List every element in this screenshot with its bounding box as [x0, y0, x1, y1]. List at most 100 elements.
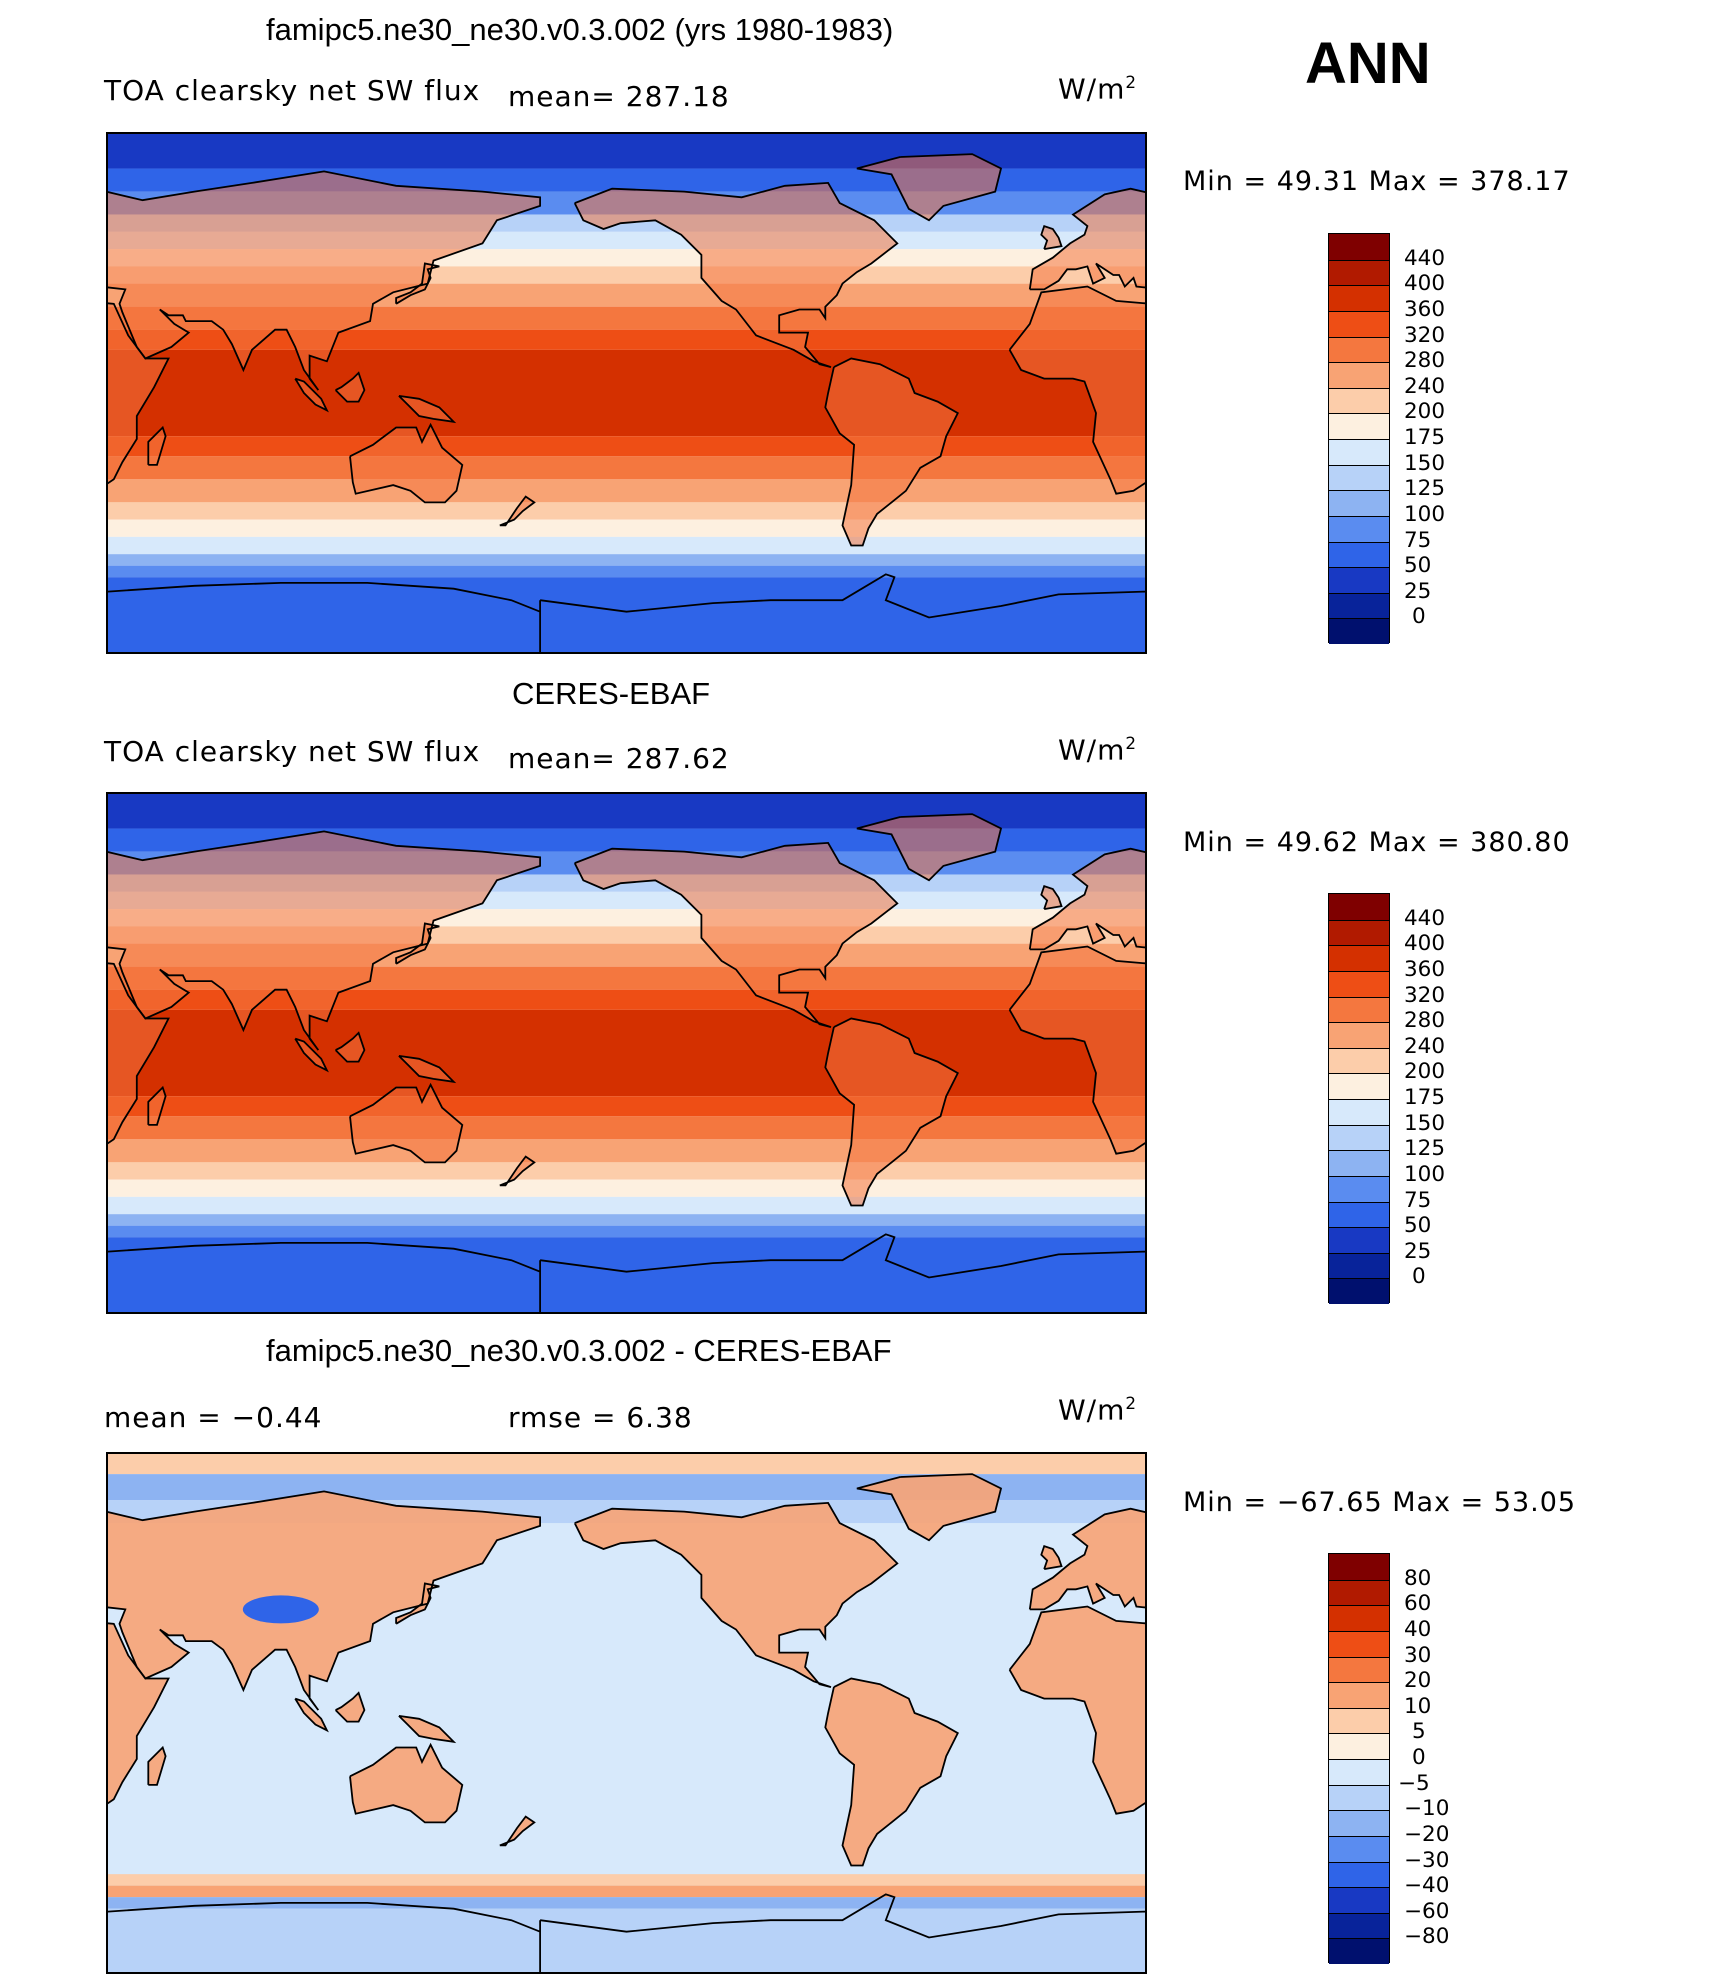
field-band	[108, 519, 1145, 537]
colorbar-swatch	[1329, 234, 1389, 260]
colorbar-swatch	[1329, 567, 1389, 593]
colorbar-swatch	[1329, 1887, 1389, 1913]
coastline-africa	[108, 1622, 170, 1805]
panel-2-mean: mean= 287.62	[508, 742, 730, 775]
colorbar-swatch	[1329, 285, 1389, 311]
land-shade-africa	[108, 1623, 169, 1804]
colorbar-swatch	[1329, 490, 1389, 516]
coastline-africa	[108, 302, 170, 485]
coastline-antarctica	[108, 1241, 542, 1312]
panel-1-colorbar	[1328, 233, 1390, 644]
field-band	[108, 577, 1145, 652]
panel-2-map	[106, 792, 1147, 1314]
colorbar-tick-label: 400	[1404, 931, 1446, 957]
colorbar-tick-label: 200	[1404, 399, 1446, 425]
colorbar-swatch	[1329, 1252, 1389, 1279]
coastline-japan	[395, 922, 440, 965]
colorbar-swatch	[1329, 515, 1389, 542]
land-shade-africa	[108, 963, 169, 1144]
land-shade-namerica	[574, 1502, 898, 1688]
coastline-antarctica	[539, 1893, 1145, 1939]
colorbar-tick-label: 175	[1404, 425, 1446, 450]
colorbar-swatch	[1329, 1099, 1389, 1125]
land-shade-sumatra	[295, 1698, 327, 1731]
panel-2-title: CERES-EBAF	[512, 676, 711, 711]
colorbar-tick-label: 0	[1412, 1745, 1426, 1770]
coastline-antarctica	[539, 1233, 1145, 1279]
field-band	[108, 1225, 1145, 1238]
land-shade-australia	[350, 1084, 463, 1163]
land-shade-eurasia	[108, 171, 541, 391]
coastline-eurasia	[1028, 187, 1145, 291]
coastline-japan	[395, 262, 440, 305]
colorbar-swatch	[1329, 1938, 1389, 1964]
colorbar-swatch	[1329, 919, 1389, 946]
panel-3-colorbar	[1328, 1553, 1390, 1964]
colorbar-tick-label: 0	[1412, 1264, 1426, 1290]
field-band	[108, 554, 1145, 566]
colorbar-tick-label: −40	[1404, 1873, 1450, 1899]
coastline-madagascar	[147, 1745, 167, 1786]
coastline-antarctica	[108, 1901, 542, 1972]
panel-3-title: famipc5.ne30_ne30.v0.3.002 - CERES-EBAF	[266, 1333, 892, 1368]
colorbar-swatch	[1329, 387, 1389, 414]
colorbar-swatch	[1329, 1201, 1389, 1228]
panel-2-units: W/m2	[1058, 733, 1138, 767]
field-band	[108, 479, 1145, 503]
colorbar-swatch	[1329, 1605, 1389, 1631]
coastline-eurasia	[108, 830, 542, 1051]
coastline-africa	[108, 962, 170, 1145]
coastline-samerica	[824, 357, 959, 547]
coastline-newguinea	[398, 395, 457, 424]
colorbar-swatch	[1329, 618, 1389, 644]
panel-2-field	[108, 794, 1145, 1312]
colorbar-tick-label: 60	[1404, 1591, 1432, 1617]
colorbar-tick-label: 150	[1404, 1110, 1446, 1136]
coastline-africa	[1008, 945, 1145, 1155]
land-shade-nz	[499, 1156, 535, 1186]
coastline-britain	[1040, 884, 1063, 910]
panel-1-variable: TOA clearsky net SW flux	[104, 74, 481, 107]
field-band	[108, 1116, 1145, 1140]
panel-1-mean: mean= 287.18	[508, 80, 730, 113]
field-band	[108, 1139, 1145, 1163]
field-band	[108, 502, 1145, 520]
land-shade-namerica	[574, 182, 898, 368]
colorbar-tick-label: 50	[1404, 1213, 1432, 1239]
land-shade-nz	[499, 1816, 535, 1846]
land-shade-samerica	[825, 1018, 958, 1206]
land-shade-eurasia	[1029, 848, 1145, 950]
panel-3-rmse: rmse = 6.38	[508, 1401, 693, 1434]
colorbar-swatch	[1329, 1682, 1389, 1708]
land-shade-nz	[499, 496, 535, 526]
field-band	[108, 1885, 1145, 1898]
colorbar-swatch	[1329, 996, 1389, 1023]
land-shade-madagascar	[148, 1087, 166, 1125]
colorbar-swatch	[1329, 362, 1389, 388]
land-shade-australia	[350, 1744, 463, 1823]
colorbar-tick-label: 25	[1404, 578, 1432, 604]
coastline-africa	[1008, 285, 1145, 495]
land-shade-africa	[1009, 1606, 1145, 1814]
colorbar-swatch	[1329, 1047, 1389, 1074]
field-band	[108, 1897, 1145, 1909]
land-shade-greenland	[856, 154, 1001, 221]
coastline-namerica	[573, 1501, 899, 1688]
coastline-japan	[395, 1582, 440, 1625]
panel-3-minmax: Min = −67.65 Max = 53.05	[1183, 1487, 1577, 1518]
colorbar-swatch	[1329, 1124, 1389, 1151]
coastline-namerica	[573, 181, 899, 368]
panel-1-map	[106, 132, 1147, 654]
land-shade-africa	[1009, 946, 1145, 1154]
field-band	[108, 1096, 1145, 1117]
coastline-madagascar	[147, 425, 167, 466]
anomaly-patch	[242, 1595, 319, 1624]
field-band	[108, 989, 1145, 1010]
colorbar-tick-label: 200	[1404, 1059, 1446, 1085]
field-band	[108, 536, 1145, 555]
colorbar-swatch	[1329, 1227, 1389, 1253]
colorbar-swatch	[1329, 1150, 1389, 1176]
coastline-eurasia	[1028, 847, 1145, 951]
field-band	[108, 1874, 1145, 1886]
land-shade-greenland	[856, 1474, 1001, 1541]
